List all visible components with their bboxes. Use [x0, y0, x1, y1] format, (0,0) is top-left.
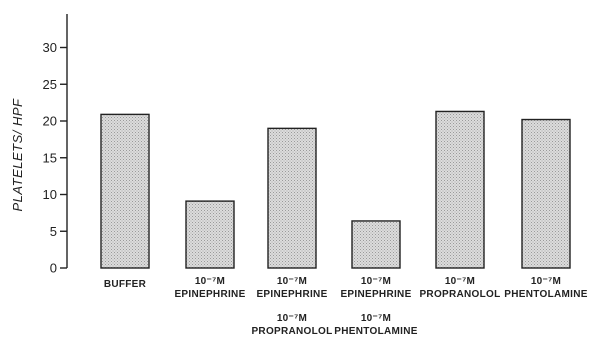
category-label-3-line-2: EPINEPHRINE: [256, 289, 327, 300]
y-axis: 0 5 10 15 20 25 30: [43, 14, 68, 276]
category-labels: BUFFER 10⁻⁷M EPINEPHRINE 10⁻⁷M EPINEPHRINE 10…: [104, 276, 588, 337]
category-label-2-line-1: 10⁻⁷M: [195, 276, 225, 287]
category-label-2-line-2: EPINEPHRINE: [174, 289, 245, 300]
y-tick-label: 15: [43, 150, 57, 165]
category-label-6-line-1: 10⁻⁷M: [531, 276, 561, 287]
category-label-3-line-1: 10⁻⁷M: [277, 276, 307, 287]
y-tick-label: 30: [43, 40, 57, 55]
category-label-6-line-2: PHENTOLAMINE: [504, 289, 587, 300]
y-tick-label: 0: [50, 261, 57, 276]
category-label-1-line-1: BUFFER: [104, 279, 147, 290]
y-tick-label: 10: [43, 187, 57, 202]
bar-5: [435, 110, 485, 269]
category-label-4-line-3: 10⁻⁷M: [361, 313, 391, 324]
bars: [100, 110, 571, 269]
category-label-3-line-3: 10⁻⁷M: [277, 313, 307, 324]
category-label-4-line-2: EPINEPHRINE: [340, 289, 411, 300]
bar-6: [521, 118, 571, 269]
category-label-4-line-4: PHENTOLAMINE: [334, 326, 417, 337]
category-label-5-line-2: PROPRANOLOL: [419, 289, 500, 300]
bar-2: [185, 200, 235, 269]
y-tick-label: 20: [43, 114, 57, 129]
category-label-4-line-1: 10⁻⁷M: [361, 276, 391, 287]
y-tick-label: 25: [43, 77, 57, 92]
bar-1: [100, 113, 150, 269]
y-axis-title: PLATELETS/ HPF: [10, 98, 25, 212]
category-label-3-line-4: PROPRANOLOL: [251, 326, 332, 337]
y-tick-label: 5: [50, 224, 57, 239]
bar-4: [351, 220, 401, 269]
bar-3: [267, 127, 317, 269]
category-label-5-line-1: 10⁻⁷M: [445, 276, 475, 287]
